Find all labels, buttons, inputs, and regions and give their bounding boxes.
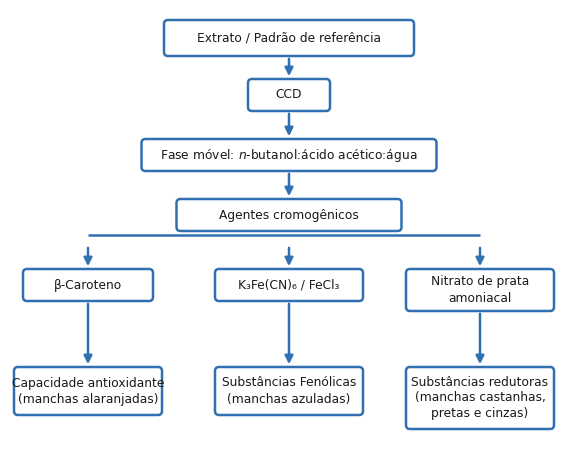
FancyBboxPatch shape bbox=[141, 139, 436, 171]
Text: Capacidade antioxidante
(manchas alaranjadas): Capacidade antioxidante (manchas alaranj… bbox=[12, 376, 164, 405]
Text: Substâncias Fenólicas
(manchas azuladas): Substâncias Fenólicas (manchas azuladas) bbox=[222, 376, 356, 405]
FancyBboxPatch shape bbox=[14, 367, 162, 415]
Text: CCD: CCD bbox=[276, 88, 302, 101]
FancyBboxPatch shape bbox=[406, 367, 554, 429]
FancyBboxPatch shape bbox=[215, 367, 363, 415]
FancyBboxPatch shape bbox=[177, 199, 402, 231]
Text: Extrato / Padrão de referência: Extrato / Padrão de referência bbox=[197, 32, 381, 44]
FancyBboxPatch shape bbox=[215, 269, 363, 301]
FancyBboxPatch shape bbox=[406, 269, 554, 311]
Text: K₃Fe(CN)₆ / FeCl₃: K₃Fe(CN)₆ / FeCl₃ bbox=[238, 279, 340, 291]
FancyBboxPatch shape bbox=[23, 269, 153, 301]
Text: Substâncias redutoras
(manchas castanhas,
pretas e cinzas): Substâncias redutoras (manchas castanhas… bbox=[411, 376, 549, 420]
Text: Fase móvel: $n$-butanol:ácido acético:água: Fase móvel: $n$-butanol:ácido acético:ág… bbox=[160, 146, 418, 164]
FancyBboxPatch shape bbox=[164, 20, 414, 56]
Text: β-Caroteno: β-Caroteno bbox=[54, 279, 122, 291]
FancyBboxPatch shape bbox=[248, 79, 330, 111]
Text: Agentes cromogênicos: Agentes cromogênicos bbox=[219, 208, 359, 222]
Text: Nitrato de prata
amoniacal: Nitrato de prata amoniacal bbox=[431, 275, 529, 304]
